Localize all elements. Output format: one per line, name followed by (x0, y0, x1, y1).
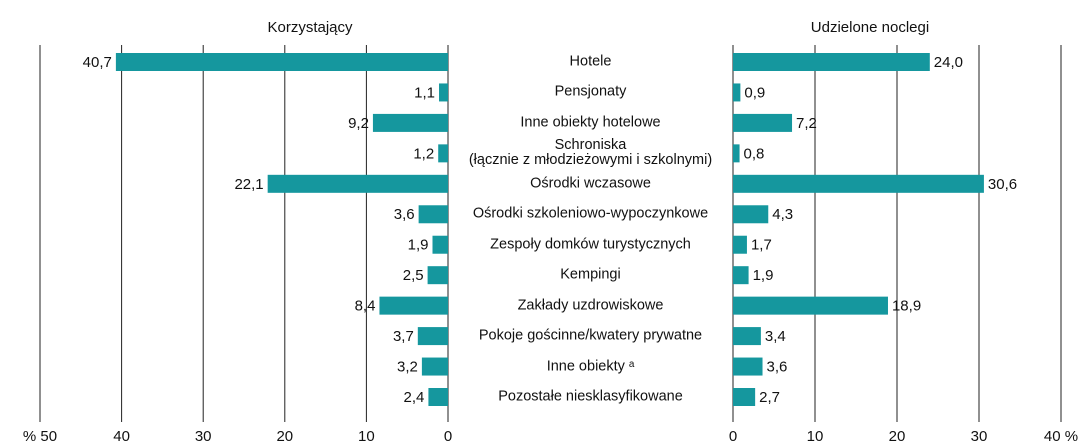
bar (733, 235, 747, 254)
x-tick-label: 40 (113, 428, 130, 445)
bar (372, 113, 448, 132)
x-tick-label: 0 (729, 428, 737, 445)
value-label: 2,5 (403, 267, 424, 284)
category-label: Ośrodki szkoleniowo-wypoczynkowe (472, 205, 709, 222)
bar (733, 53, 930, 71)
value-label: 7,2 (796, 115, 817, 132)
category-label: Ośrodki wczasowe (530, 175, 651, 192)
value-label: 40,7 (83, 54, 112, 71)
x-tick-label: % 50 (23, 428, 57, 445)
x-tick-label: 30 (195, 428, 212, 445)
value-label: 9,2 (348, 115, 369, 132)
bar (115, 53, 448, 71)
category-label: Pensjonaty (554, 83, 627, 100)
value-label: 1,1 (414, 84, 435, 101)
category-label: Inne obiekty ᵃ (546, 358, 635, 375)
bar (733, 327, 761, 346)
x-tick-label: 0 (444, 428, 452, 445)
bar (733, 388, 756, 406)
value-label: 30,6 (988, 176, 1017, 193)
bar (267, 174, 448, 193)
bar (432, 235, 448, 254)
category-label: Zakłady uzdrowiskowe (517, 297, 664, 314)
x-tick-label: 20 (276, 428, 293, 445)
value-label: 24,0 (934, 54, 963, 71)
x-tick-label: 10 (807, 428, 824, 445)
series-title: Udzielone noclegi (811, 19, 929, 36)
category-label: Zespoły domków turystycznych (490, 236, 691, 253)
bar (439, 83, 448, 102)
value-label: 3,4 (765, 328, 786, 345)
category-label: Kempingi (560, 266, 621, 283)
bar (733, 113, 793, 132)
bar (733, 83, 741, 102)
value-label: 1,2 (413, 145, 434, 162)
value-label: 18,9 (892, 298, 921, 315)
bar (733, 174, 984, 193)
value-label: 2,7 (759, 389, 780, 406)
value-label: 1,9 (408, 237, 429, 254)
category-label: Pozostałe niesklasyfikowane (498, 388, 683, 405)
x-tick-label: 10 (358, 428, 375, 445)
bar (427, 266, 448, 285)
bar (438, 144, 448, 163)
bar (428, 388, 448, 406)
value-label: 3,6 (767, 359, 788, 376)
value-label: 0,8 (744, 145, 765, 162)
value-label: 3,6 (394, 206, 415, 223)
bar (733, 205, 769, 224)
bar (733, 296, 888, 315)
value-label: 22,1 (234, 176, 263, 193)
x-tick-label: 40 % (1044, 428, 1078, 445)
value-label: 1,7 (751, 237, 772, 254)
category-label: Pokoje gościnne/kwatery prywatne (478, 327, 703, 344)
bar (417, 327, 448, 346)
value-label: 4,3 (772, 206, 793, 223)
x-tick-label: 30 (971, 428, 988, 445)
series-title: Korzystający (267, 19, 353, 36)
category-label: Inne obiekty hotelowe (520, 114, 661, 131)
value-label: 0,9 (744, 84, 765, 101)
bar (379, 296, 448, 315)
value-label: 8,4 (355, 298, 376, 315)
bar (418, 205, 448, 224)
bar (733, 144, 740, 163)
value-label: 3,7 (393, 328, 414, 345)
bar (733, 266, 749, 285)
category-label: Hotele (569, 53, 612, 70)
bar (733, 357, 763, 376)
x-tick-label: 20 (889, 428, 906, 445)
category-label: Schroniska (łącznie z młodzieżowymi i sz… (468, 137, 713, 169)
value-label: 2,4 (404, 389, 425, 406)
value-label: 1,9 (753, 267, 774, 284)
bar (421, 357, 448, 376)
value-label: 3,2 (397, 359, 418, 376)
